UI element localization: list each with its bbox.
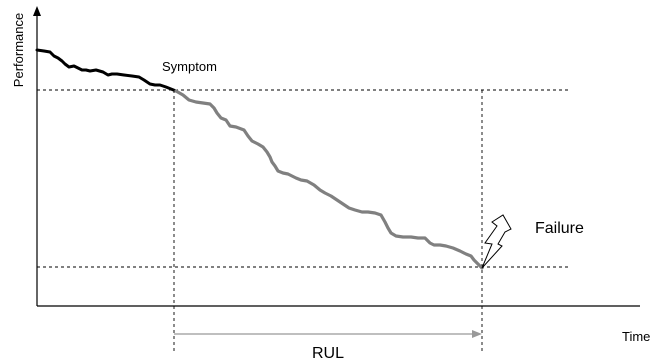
rul-label: RUL — [312, 345, 344, 362]
degradation-curve — [174, 89, 484, 270]
x-axis-title: Time — [622, 329, 650, 344]
failure-label: Failure — [535, 220, 584, 237]
guide-lines — [37, 89, 568, 352]
symptom-label: Symptom — [162, 59, 217, 74]
lightning-bolt-icon — [481, 214, 512, 269]
axes — [33, 6, 640, 307]
healthy-performance-curve — [35, 48, 178, 93]
rul-arrow — [174, 330, 482, 338]
y-axis-title: Performance — [11, 13, 26, 87]
rul-arrowhead — [472, 330, 482, 338]
y-axis-arrowhead — [33, 6, 41, 16]
